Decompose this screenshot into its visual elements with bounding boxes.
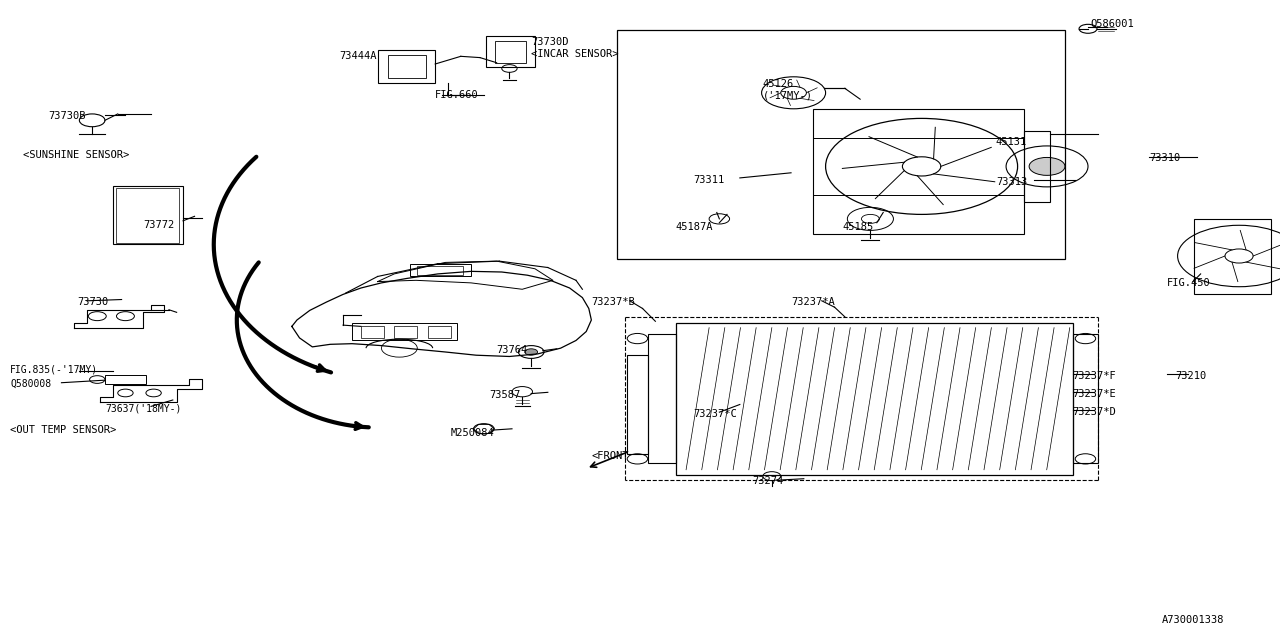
Text: 73772: 73772 (143, 220, 174, 230)
Text: 73313: 73313 (996, 177, 1027, 188)
Bar (627, 355, 648, 454)
Bar (428, 326, 451, 338)
Text: 73587: 73587 (489, 390, 520, 400)
Circle shape (1029, 157, 1065, 175)
Text: 73237*F: 73237*F (1073, 371, 1116, 381)
Bar (486, 36, 535, 67)
Text: 73237*C: 73237*C (694, 409, 737, 419)
Text: 45131: 45131 (996, 137, 1027, 147)
Text: 73210: 73210 (1175, 371, 1206, 381)
Bar (617, 30, 1065, 259)
Text: 45126: 45126 (763, 79, 794, 90)
Text: <INCAR SENSOR>: <INCAR SENSOR> (531, 49, 618, 59)
Text: FIG.660: FIG.660 (435, 90, 479, 100)
Text: 45185: 45185 (842, 222, 873, 232)
Bar (417, 266, 463, 275)
Text: FIG.450: FIG.450 (1167, 278, 1211, 288)
Text: 73310: 73310 (1149, 153, 1180, 163)
Text: 73730B: 73730B (49, 111, 86, 122)
Bar (105, 375, 146, 384)
Bar (813, 109, 1024, 234)
Text: M250084: M250084 (451, 428, 494, 438)
Text: 73237*E: 73237*E (1073, 388, 1116, 399)
Text: 73637('18MY-): 73637('18MY-) (105, 403, 182, 413)
Bar (378, 50, 435, 83)
Circle shape (525, 349, 538, 355)
Text: 73274: 73274 (753, 476, 783, 486)
Text: <OUT TEMP SENSOR>: <OUT TEMP SENSOR> (10, 425, 116, 435)
Text: Q580008: Q580008 (10, 379, 51, 389)
Bar (1073, 334, 1098, 463)
Text: 45187A: 45187A (676, 222, 713, 232)
Bar (116, 188, 179, 243)
Text: 73730D: 73730D (531, 36, 568, 47)
Bar (394, 326, 417, 338)
Bar (113, 186, 183, 244)
Bar (388, 55, 426, 78)
Bar (352, 323, 457, 340)
Text: 73237*D: 73237*D (1073, 407, 1116, 417)
Text: ('17MY-): ('17MY-) (763, 90, 813, 100)
Text: 73730: 73730 (77, 297, 108, 307)
Text: FIG.835(-'17MY): FIG.835(-'17MY) (10, 365, 99, 375)
Text: 73237*A: 73237*A (791, 297, 835, 307)
Bar (648, 334, 676, 463)
Bar (410, 264, 471, 276)
Bar (1194, 219, 1271, 294)
Text: 73444A: 73444A (339, 51, 376, 61)
Bar (361, 326, 384, 338)
Text: 73764: 73764 (497, 345, 527, 355)
Bar (676, 323, 1073, 475)
Text: A730001338: A730001338 (1162, 614, 1225, 625)
Text: Q586001: Q586001 (1091, 19, 1134, 29)
Text: 73237*B: 73237*B (591, 297, 635, 307)
Text: 73311: 73311 (694, 175, 724, 186)
Bar (1024, 131, 1050, 202)
Text: <SUNSHINE SENSOR>: <SUNSHINE SENSOR> (23, 150, 129, 160)
Bar (495, 41, 526, 63)
Text: <FRONT: <FRONT (591, 451, 628, 461)
